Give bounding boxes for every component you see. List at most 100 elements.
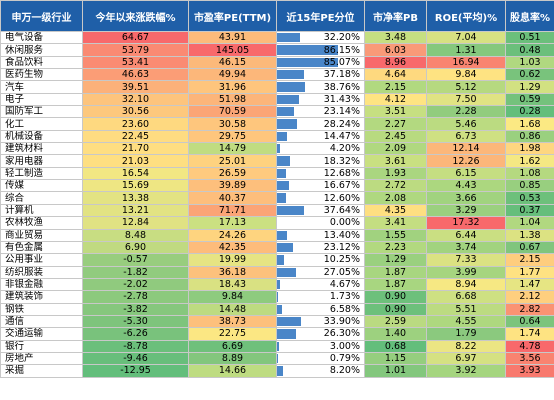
pe-percentile-value: 33.90% bbox=[323, 316, 360, 328]
pe-ttm-cell: 30.58 bbox=[188, 117, 277, 131]
pe-percentile-cell: 14.47% bbox=[276, 129, 365, 144]
table-row[interactable]: 农林牧渔 12.84 17.13 0.00% 3.41 17.32 1.04 bbox=[0, 216, 554, 230]
industry-name: 银行 bbox=[0, 339, 83, 353]
pe-percentile-bar bbox=[277, 366, 283, 376]
pb-cell: 1.55 bbox=[364, 228, 427, 242]
pe-percentile-cell: 27.05% bbox=[276, 265, 365, 279]
table-row[interactable]: 休闲服务 53.79 145.05 86.15% 6.03 1.31 0.48 bbox=[0, 43, 554, 57]
roe-cell: 5.51 bbox=[426, 302, 506, 316]
pe-percentile-value: 37.64% bbox=[323, 204, 360, 216]
roe-cell: 12.26 bbox=[426, 154, 506, 168]
header-roe[interactable]: ROE(平均)% bbox=[426, 0, 506, 32]
header-pe-ttm[interactable]: 市盈率PE(TTM) bbox=[188, 0, 277, 32]
roe-cell: 6.73 bbox=[426, 129, 506, 144]
pb-cell: 1.40 bbox=[364, 327, 427, 341]
industry-name: 休闲服务 bbox=[0, 43, 83, 57]
industry-name: 汽车 bbox=[0, 80, 83, 94]
table-row[interactable]: 钢铁 -3.82 14.48 6.58% 0.90 5.51 2.82 bbox=[0, 302, 554, 316]
pb-cell: 1.29 bbox=[364, 253, 427, 267]
dividend-yield-cell: 1.74 bbox=[505, 327, 554, 341]
table-row[interactable]: 建筑装饰 -2.78 9.84 1.73% 0.90 6.68 2.12 bbox=[0, 290, 554, 304]
pe-ttm-cell: 38.73 bbox=[188, 314, 277, 329]
ytd-change-cell: 6.90 bbox=[82, 240, 189, 255]
table-row[interactable]: 非银金融 -2.02 18.43 4.67% 1.87 8.94 1.47 bbox=[0, 277, 554, 292]
pe-percentile-cell: 28.24% bbox=[276, 117, 365, 131]
ytd-change-cell: -5.30 bbox=[82, 314, 189, 329]
pe-percentile-bar bbox=[277, 267, 297, 277]
roe-cell: 5.12 bbox=[426, 80, 506, 94]
pe-percentile-bar bbox=[277, 205, 304, 216]
table-row[interactable]: 化工 23.60 30.58 28.24% 2.27 5.46 1.68 bbox=[0, 117, 554, 131]
header-pb[interactable]: 市净率PB bbox=[364, 0, 427, 32]
header-dividend-yield[interactable]: 股息率% bbox=[505, 0, 554, 32]
pe-percentile-value: 4.67% bbox=[329, 279, 360, 291]
pe-percentile-cell: 0.79% bbox=[276, 351, 365, 366]
pe-percentile-value: 85.07% bbox=[323, 56, 360, 68]
table-row[interactable]: 汽车 39.51 31.96 38.76% 2.15 5.12 1.29 bbox=[0, 80, 554, 94]
table-row[interactable]: 银行 -8.78 6.69 3.00% 0.68 8.22 4.78 bbox=[0, 339, 554, 353]
industry-name: 国防军工 bbox=[0, 105, 83, 119]
pe-percentile-cell: 16.67% bbox=[276, 179, 365, 193]
ytd-change-cell: -2.02 bbox=[82, 277, 189, 292]
industry-name: 化工 bbox=[0, 117, 83, 131]
header-ytd-change[interactable]: 今年以来涨跌幅% bbox=[82, 0, 189, 32]
table-row[interactable]: 机械设备 22.45 29.75 14.47% 2.45 6.73 0.86 bbox=[0, 129, 554, 144]
industry-name: 电子 bbox=[0, 92, 83, 107]
table-row[interactable]: 通信 -5.30 38.73 33.90% 2.59 4.55 0.64 bbox=[0, 314, 554, 329]
table-row[interactable]: 纺织服装 -1.82 36.18 27.05% 1.87 3.99 1.77 bbox=[0, 265, 554, 279]
pe-percentile-value: 86.15% bbox=[323, 44, 360, 56]
pe-percentile-value: 10.25% bbox=[323, 254, 360, 266]
header-industry[interactable]: 申万一级行业 bbox=[0, 0, 83, 32]
industry-name: 公用事业 bbox=[0, 253, 83, 267]
table-row[interactable]: 公用事业 -0.57 19.99 10.25% 1.29 7.33 2.15 bbox=[0, 253, 554, 267]
table-row[interactable]: 房地产 -9.46 8.89 0.79% 1.15 6.97 3.56 bbox=[0, 351, 554, 366]
pe-percentile-cell: 10.25% bbox=[276, 253, 365, 267]
pe-percentile-value: 0.00% bbox=[329, 217, 360, 229]
pe-percentile-value: 12.68% bbox=[323, 167, 360, 179]
header-row: 申万一级行业 今年以来涨跌幅% 市盈率PE(TTM) 近15年PE分位 市净率P… bbox=[0, 0, 554, 32]
pe-ttm-cell: 18.43 bbox=[188, 277, 277, 292]
table-row[interactable]: 电子 32.10 51.98 31.43% 4.12 7.50 0.59 bbox=[0, 92, 554, 107]
table-row[interactable]: 商业贸易 8.48 24.26 13.40% 1.55 6.44 1.38 bbox=[0, 228, 554, 242]
table-row[interactable]: 食品饮料 53.41 46.15 85.07% 8.96 16.94 1.03 bbox=[0, 55, 554, 70]
industry-valuation-table: 申万一级行业 今年以来涨跌幅% 市盈率PE(TTM) 近15年PE分位 市净率P… bbox=[0, 0, 554, 378]
pe-percentile-cell: 23.12% bbox=[276, 240, 365, 255]
table-row[interactable]: 建筑材料 21.70 14.79 4.20% 2.09 12.14 1.98 bbox=[0, 142, 554, 156]
pb-cell: 4.12 bbox=[364, 92, 427, 107]
industry-name: 电气设备 bbox=[0, 30, 83, 45]
roe-cell: 3.99 bbox=[426, 265, 506, 279]
pb-cell: 2.08 bbox=[364, 191, 427, 205]
table-row[interactable]: 计算机 13.21 71.71 37.64% 4.35 3.29 0.37 bbox=[0, 203, 554, 218]
roe-cell: 2.28 bbox=[426, 105, 506, 119]
pb-cell: 0.90 bbox=[364, 290, 427, 304]
ytd-change-cell: -2.78 bbox=[82, 290, 189, 304]
table-row[interactable]: 医药生物 46.63 49.94 37.18% 4.64 9.84 0.62 bbox=[0, 68, 554, 82]
pe-percentile-bar bbox=[277, 119, 298, 129]
table-row[interactable]: 电气设备 64.67 43.91 32.20% 3.48 7.04 0.51 bbox=[0, 30, 554, 45]
pe-ttm-cell: 43.91 bbox=[188, 30, 277, 45]
table-row[interactable]: 交通运输 -6.26 22.75 26.30% 1.40 1.79 1.74 bbox=[0, 327, 554, 341]
pe-ttm-cell: 46.15 bbox=[188, 55, 277, 70]
pe-ttm-cell: 39.89 bbox=[188, 179, 277, 193]
pe-percentile-bar bbox=[277, 107, 294, 117]
pe-percentile-cell: 4.20% bbox=[276, 142, 365, 156]
dividend-yield-cell: 1.68 bbox=[505, 117, 554, 131]
pb-cell: 6.03 bbox=[364, 43, 427, 57]
dividend-yield-cell: 3.56 bbox=[505, 351, 554, 366]
table-row[interactable]: 家用电器 21.03 25.01 18.32% 3.61 12.26 1.62 bbox=[0, 154, 554, 168]
roe-cell: 7.50 bbox=[426, 92, 506, 107]
table-row[interactable]: 轻工制造 16.54 26.59 12.68% 1.93 6.15 1.08 bbox=[0, 166, 554, 181]
pe-percentile-value: 12.60% bbox=[323, 192, 360, 204]
pe-ttm-cell: 71.71 bbox=[188, 203, 277, 218]
pe-percentile-value: 3.00% bbox=[329, 340, 360, 352]
table-row[interactable]: 综合 13.38 40.37 12.60% 2.08 3.66 0.53 bbox=[0, 191, 554, 205]
table-row[interactable]: 国防军工 30.56 70.59 23.14% 3.51 2.28 0.28 bbox=[0, 105, 554, 119]
pe-percentile-value: 27.05% bbox=[323, 266, 360, 278]
table-row[interactable]: 有色金属 6.90 42.35 23.12% 2.23 3.74 0.67 bbox=[0, 240, 554, 255]
table-row[interactable]: 传媒 15.69 39.89 16.67% 2.72 4.43 0.85 bbox=[0, 179, 554, 193]
pe-ttm-cell: 42.35 bbox=[188, 240, 277, 255]
header-pe-percentile[interactable]: 近15年PE分位 bbox=[276, 0, 365, 32]
pb-cell: 3.41 bbox=[364, 216, 427, 230]
table-row[interactable]: 采掘 -12.95 14.66 8.20% 1.01 3.92 3.93 bbox=[0, 364, 554, 378]
ytd-change-cell: -1.82 bbox=[82, 265, 189, 279]
